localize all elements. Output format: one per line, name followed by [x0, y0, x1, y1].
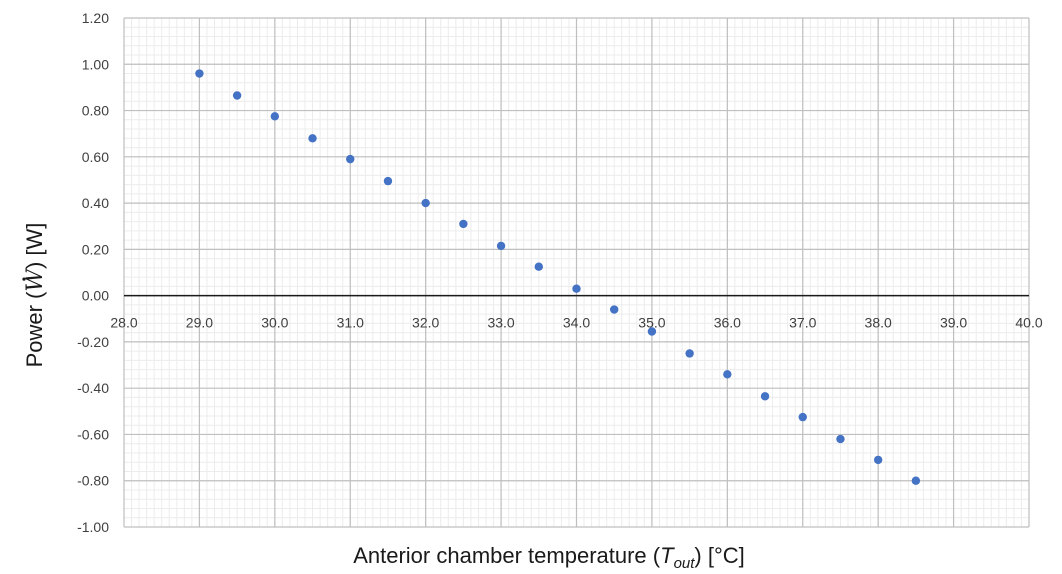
data-point [647, 327, 657, 336]
x-tick-label: 36.0 [714, 315, 741, 331]
data-point [572, 284, 581, 293]
data-point [534, 262, 543, 271]
data-point [685, 349, 694, 358]
x-tick-label: 37.0 [789, 315, 816, 331]
y-tick-label: 1.00 [82, 56, 109, 72]
y-tick-labels: 1.20 1.00 0.80 0.60 0.40 0.20 0.00 -0.20 -0.40 -0… [77, 10, 109, 535]
x-tick-label: 28.0 [110, 315, 137, 331]
y-axis-title-symbol: W [23, 267, 48, 292]
x-tick-labels: 28.0 29.0 30.0 31.0 32.0 33.0 34.0 35.0 36.0 37.0… [110, 315, 1042, 331]
x-tick-label: 40.0 [1015, 315, 1042, 331]
data-point [496, 241, 506, 251]
y-tick-label: -0.40 [77, 380, 109, 396]
y-tick-label: 1.20 [82, 10, 109, 26]
data-point [798, 412, 807, 422]
y-tick-label: -1.00 [77, 519, 109, 535]
data-point [836, 434, 845, 444]
x-axis-title-symbol: T [660, 543, 675, 568]
x-tick-label: 31.0 [337, 315, 364, 331]
data-point [421, 198, 430, 208]
data-point [308, 134, 317, 143]
x-tick-label: 34.0 [563, 315, 590, 331]
data-point [270, 112, 280, 121]
data-points [195, 69, 921, 485]
x-axis-title-after: ) [°C] [694, 543, 744, 568]
x-tick-label: 38.0 [865, 315, 892, 331]
x-axis-title-subscript: out [674, 555, 696, 572]
x-axis-title: Anterior chamber temperature (Tout) [°C] [353, 543, 745, 572]
y-axis-title-before: Power ( [22, 291, 47, 367]
y-axis-title-accent [22, 277, 26, 281]
w-dot-accent [22, 277, 26, 281]
data-point [459, 219, 468, 229]
x-tick-label: 29.0 [186, 315, 213, 331]
data-point [760, 392, 770, 401]
y-tick-label: -0.60 [77, 426, 109, 442]
data-point [232, 91, 242, 100]
data-point [346, 154, 355, 164]
y-axis-title: Power (W) [W] [22, 223, 48, 368]
major-grid [123, 17, 1030, 528]
x-tick-label: 30.0 [261, 315, 288, 331]
data-point [610, 305, 619, 314]
y-tick-label: 0.40 [82, 195, 109, 211]
y-tick-label: 0.80 [82, 103, 109, 119]
x-axis-title-before: Anterior chamber temperature ( [353, 543, 661, 568]
data-point [911, 476, 921, 485]
y-tick-label: -0.20 [77, 334, 109, 350]
data-point [195, 69, 204, 78]
data-point [383, 176, 393, 186]
x-tick-label: 39.0 [940, 315, 967, 331]
y-axis-title-after: ) [W] [22, 223, 47, 269]
y-tick-label: 0.00 [82, 288, 109, 304]
y-tick-label: 0.20 [82, 241, 109, 257]
data-point [873, 455, 883, 465]
x-tick-label: 35.0 [638, 315, 665, 331]
data-point [723, 370, 732, 379]
y-tick-label: 0.60 [82, 149, 109, 165]
x-tick-label: 32.0 [412, 315, 439, 331]
x-tick-label: 33.0 [487, 315, 514, 331]
y-tick-label: -0.80 [77, 473, 109, 489]
